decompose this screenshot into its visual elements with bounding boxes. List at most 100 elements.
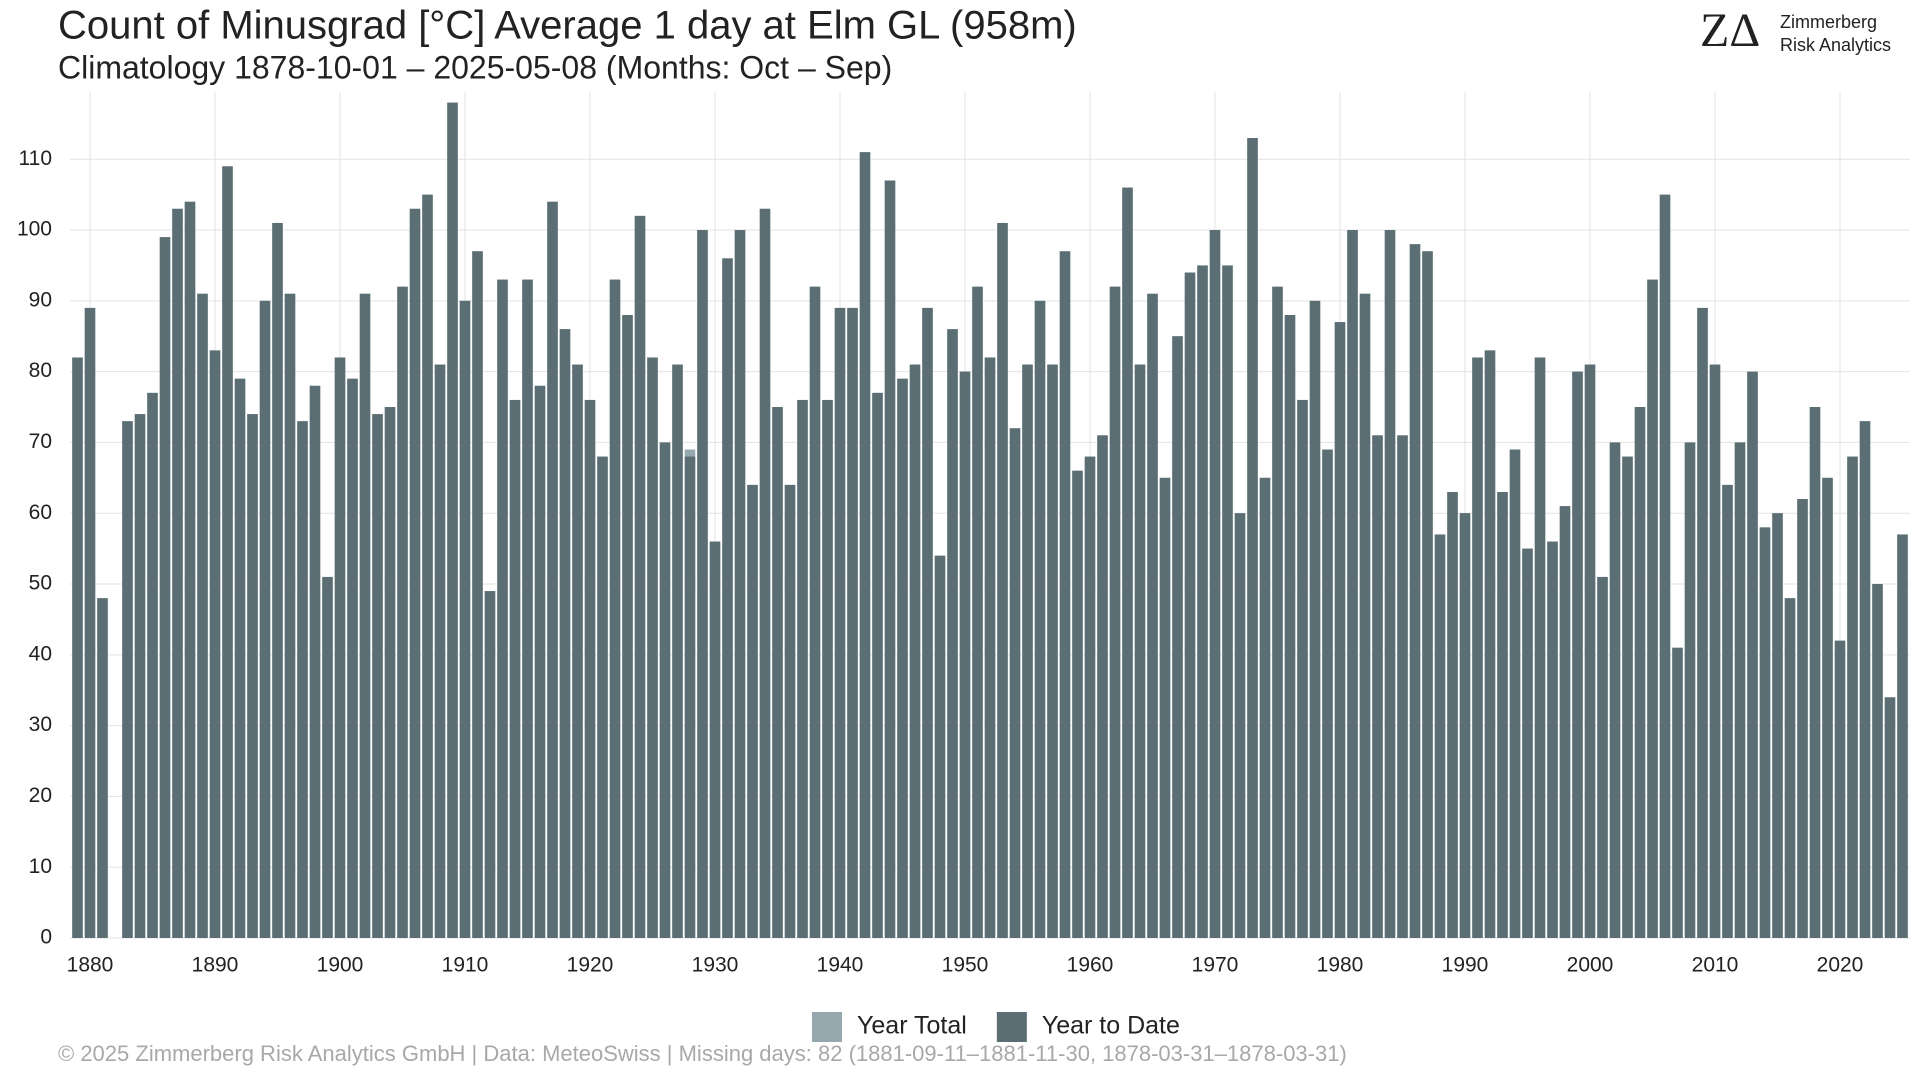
- bar: [884, 180, 896, 939]
- bar: [297, 421, 308, 938]
- bar: [1559, 506, 1571, 938]
- bar: [97, 598, 108, 938]
- bar: [672, 364, 683, 938]
- bar: [1397, 435, 1408, 938]
- bar: [1434, 534, 1446, 938]
- bar: [1209, 230, 1221, 938]
- bar: [747, 484, 758, 938]
- bar: [1447, 491, 1458, 938]
- bar: [1359, 293, 1371, 938]
- bar: [247, 414, 258, 938]
- bar: [922, 307, 933, 938]
- bar: [1247, 138, 1258, 939]
- bar: [1147, 293, 1158, 938]
- bar: [447, 102, 458, 938]
- bar: [1047, 364, 1058, 938]
- bar: [934, 555, 946, 938]
- bar: [1484, 350, 1496, 938]
- bar: [709, 541, 721, 938]
- bar: [1897, 534, 1908, 938]
- bar: [1497, 491, 1508, 938]
- bar: [1584, 364, 1596, 938]
- bar: [1122, 187, 1133, 938]
- bar: [734, 230, 746, 938]
- bar: [397, 286, 408, 939]
- bar: [197, 293, 208, 938]
- bar: [1347, 230, 1358, 938]
- bar: [72, 357, 83, 938]
- bar: [359, 293, 371, 938]
- bar: [584, 399, 596, 939]
- bar: [1172, 336, 1183, 938]
- bar: [459, 300, 471, 938]
- chart-subtitle: Climatology 1878-10-01 – 2025-05-08 (Mon…: [58, 49, 892, 85]
- bar: [1534, 357, 1546, 938]
- bar: [284, 293, 296, 938]
- bar: [1159, 477, 1171, 938]
- bar: [534, 385, 546, 938]
- bar: [1234, 513, 1246, 938]
- bar: [1859, 421, 1871, 938]
- bar: [1297, 399, 1308, 939]
- bar: [497, 279, 508, 938]
- bar: [1597, 576, 1608, 938]
- bar: [809, 286, 821, 939]
- bar: [84, 307, 96, 938]
- bar: [822, 399, 833, 939]
- y-tick-label: 70: [29, 430, 52, 453]
- y-tick-label: 110: [19, 147, 52, 170]
- bar: [1134, 364, 1146, 938]
- bar: [409, 208, 421, 939]
- bar: [1884, 697, 1896, 938]
- bar: [422, 194, 433, 939]
- bar: [434, 364, 446, 938]
- bar: [1797, 499, 1808, 938]
- bar: [759, 208, 771, 939]
- bar: [947, 329, 958, 938]
- x-tick-label: 1890: [192, 954, 239, 977]
- legend-label: Year Total: [857, 1012, 967, 1040]
- bar: [909, 364, 921, 938]
- logo-line1: Zimmerberg: [1780, 12, 1877, 32]
- legend-label: Year to Date: [1042, 1012, 1180, 1040]
- bar: [209, 350, 221, 938]
- bar: [472, 251, 483, 938]
- bar: [797, 399, 808, 939]
- footer: © 2025 Zimmerberg Risk Analytics GmbH | …: [58, 1041, 1347, 1066]
- bar: [1184, 272, 1196, 938]
- y-tick-label: 50: [29, 572, 52, 595]
- bar: [272, 222, 283, 939]
- bar: [484, 591, 496, 938]
- x-tick-label: 1910: [442, 954, 489, 977]
- bar: [122, 421, 133, 938]
- bar: [184, 201, 196, 938]
- bar: [372, 414, 383, 938]
- bar: [1709, 364, 1721, 938]
- x-tick-label: 1930: [692, 954, 739, 977]
- bar: [647, 357, 658, 938]
- bar: [1459, 513, 1471, 938]
- bar: [234, 378, 246, 938]
- bar: [322, 576, 333, 938]
- legend-swatch: [812, 1012, 842, 1042]
- bar: [872, 392, 883, 938]
- x-tick-label: 1940: [817, 954, 864, 977]
- x-tick-label: 1950: [942, 954, 989, 977]
- bar: [622, 315, 633, 939]
- x-tick-label: 1960: [1067, 954, 1114, 977]
- bar: [222, 166, 233, 939]
- bar: [772, 407, 783, 938]
- bar: [1547, 541, 1558, 938]
- bar: [1822, 477, 1833, 938]
- bar: [1697, 307, 1708, 938]
- y-tick-label: 0: [40, 926, 52, 949]
- bar: [1272, 286, 1283, 939]
- bar: [1022, 364, 1033, 938]
- bar: [722, 258, 733, 939]
- bar: [1009, 428, 1021, 938]
- bar: [1372, 435, 1383, 938]
- legend-swatch: [996, 1012, 1027, 1042]
- y-tick-label: 20: [29, 784, 52, 807]
- y-tick-label: 100: [17, 218, 52, 241]
- bar: [1847, 456, 1858, 938]
